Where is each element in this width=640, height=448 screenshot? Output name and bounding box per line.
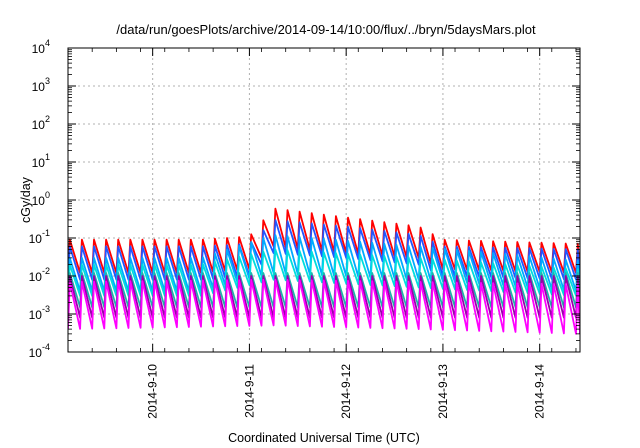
plot-area (68, 207, 580, 335)
y-tick-label: 10-2 (29, 266, 50, 284)
y-tick-label: 103 (32, 76, 50, 94)
x-tick-label: 2014-9-14 (533, 364, 547, 419)
x-axis-ticks: 2014-9-10 2014-9-11 2014-9-12 2014-9-13 2014… (67, 48, 577, 419)
y-tick-label: 100 (32, 190, 50, 208)
series-line (68, 278, 580, 335)
x-tick-label: 2014-9-13 (436, 364, 450, 419)
y-tick-label: 102 (32, 114, 50, 132)
y-axis-ticks: 10-4 10-3 10-2 10-1 100 101 102 103 104 (29, 38, 580, 360)
x-tick-label: 2014-9-10 (146, 364, 160, 419)
chart-title: /data/run/goesPlots/archive/2014-09-14/1… (116, 22, 536, 37)
y-tick-label: 10-4 (29, 342, 50, 360)
y-tick-label: 10-1 (29, 228, 50, 246)
y-tick-label: 101 (32, 152, 50, 170)
y-tick-label: 104 (32, 38, 50, 56)
x-tick-label: 2014-9-12 (339, 364, 353, 419)
y-axis-label: cGy/day (19, 176, 33, 223)
y-tick-label: 10-3 (29, 304, 50, 322)
x-axis-label: Coordinated Universal Time (UTC) (228, 431, 420, 445)
x-tick-label: 2014-9-11 (242, 364, 256, 418)
